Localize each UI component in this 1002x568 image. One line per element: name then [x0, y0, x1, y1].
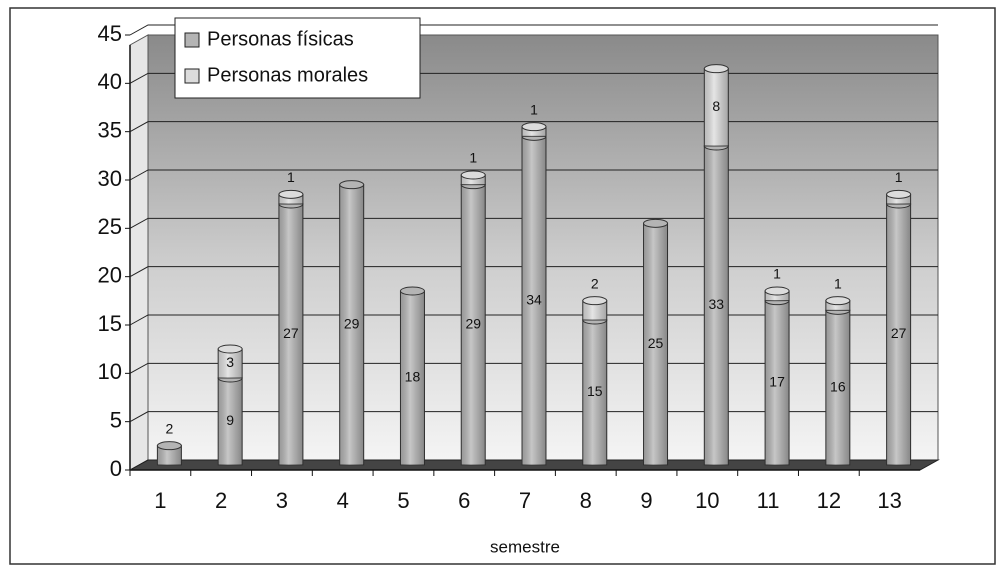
x-tick-label: 8	[580, 488, 592, 513]
x-tick-label: 13	[877, 488, 901, 513]
bar-cap	[217, 344, 243, 354]
x-axis-title: semestre	[490, 537, 560, 556]
grid-line	[129, 459, 938, 471]
value-label: 17	[769, 374, 785, 390]
bar-cap	[886, 189, 912, 199]
bar-shade	[886, 194, 911, 204]
value-label: 34	[526, 291, 542, 307]
value-label: 1	[773, 266, 781, 282]
legend-swatch	[184, 32, 200, 48]
value-label: 2	[165, 420, 173, 436]
bar-cap	[703, 64, 729, 74]
x-tick-label: 5	[397, 488, 409, 513]
bar-shade	[704, 146, 729, 465]
bar-shade	[157, 445, 182, 465]
bar-shade	[825, 310, 850, 465]
x-tick-label: 12	[817, 488, 841, 513]
bar-cap	[764, 286, 790, 296]
bar-shade	[522, 126, 546, 137]
bar-shade	[461, 175, 486, 185]
value-label: 18	[405, 369, 421, 385]
bar-shade	[339, 184, 364, 465]
bar-cap	[582, 296, 608, 306]
grid-line	[129, 169, 938, 181]
y-tick-label: 0	[110, 456, 122, 481]
bar-cap	[521, 122, 547, 132]
x-tick-label: 3	[276, 488, 288, 513]
bar-shade	[582, 300, 607, 320]
y-tick-label: 5	[110, 407, 122, 432]
bar-shade	[643, 223, 668, 465]
x-tick-label: 10	[695, 488, 719, 513]
x-tick-label: 4	[337, 488, 349, 513]
x-tick-label: 2	[215, 488, 227, 513]
bar-cap	[278, 189, 304, 199]
bar-shade	[218, 378, 243, 465]
bar-shade	[765, 300, 790, 465]
side-wall	[129, 34, 149, 471]
bar-shade	[461, 184, 486, 465]
grid-line	[129, 217, 938, 229]
bar-shade	[825, 300, 850, 311]
x-tick-label: 6	[458, 488, 470, 513]
bar-shade	[522, 136, 546, 466]
value-label: 27	[891, 325, 907, 341]
bar-shade	[582, 320, 607, 465]
bar-cap	[643, 218, 669, 228]
bar-cap	[156, 441, 182, 451]
y-tick-label: 25	[98, 214, 122, 239]
bar-shade	[400, 291, 425, 465]
x-tick-label: 9	[640, 488, 652, 513]
bar-cap	[339, 180, 365, 190]
y-tick-label: 30	[98, 166, 122, 191]
legend-label: Personas físicas	[207, 28, 354, 50]
y-tick-label: 15	[98, 311, 122, 336]
value-label: 16	[830, 378, 846, 394]
bar-shade	[765, 291, 790, 301]
y-tick-label: 20	[98, 262, 122, 287]
bar-shade	[704, 68, 729, 146]
bar-shade	[278, 204, 303, 465]
legend-label: Personas morales	[207, 64, 368, 86]
y-tick-label: 35	[98, 117, 122, 142]
value-label: 25	[648, 335, 664, 351]
x-tick-label: 11	[757, 488, 780, 513]
y-tick-label: 40	[98, 69, 122, 94]
value-label: 27	[283, 325, 299, 341]
value-label: 15	[587, 383, 603, 399]
value-label: 1	[530, 101, 538, 117]
value-label: 29	[465, 316, 481, 332]
y-tick-label: 45	[98, 21, 122, 46]
legend-swatch	[184, 68, 200, 84]
bar-shade	[886, 204, 911, 465]
grid-line	[129, 72, 938, 84]
legend-box	[174, 17, 421, 99]
bar-cap	[825, 296, 851, 306]
bar-cap	[399, 286, 425, 296]
bar-shade	[278, 194, 303, 204]
grid-line	[129, 121, 938, 133]
grid-line	[129, 24, 938, 36]
grid-line	[129, 266, 938, 278]
value-label: 1	[469, 150, 477, 166]
value-label: 9	[226, 412, 234, 428]
value-label: 1	[834, 275, 842, 291]
value-label: 33	[709, 296, 725, 312]
value-label: 3	[226, 354, 234, 370]
y-tick-label: 10	[98, 359, 122, 384]
x-tick-label: 1	[154, 488, 166, 513]
grid-line	[129, 411, 938, 423]
value-label: 8	[712, 98, 720, 114]
value-label: 1	[287, 169, 295, 185]
x-tick-label: 7	[519, 488, 531, 513]
grid-line	[129, 314, 938, 326]
value-label: 1	[895, 169, 903, 185]
grid-line	[129, 362, 938, 374]
value-label: 2	[591, 275, 599, 291]
value-label: 29	[344, 316, 360, 332]
bar-shade	[218, 349, 243, 378]
bar-cap	[460, 170, 486, 180]
